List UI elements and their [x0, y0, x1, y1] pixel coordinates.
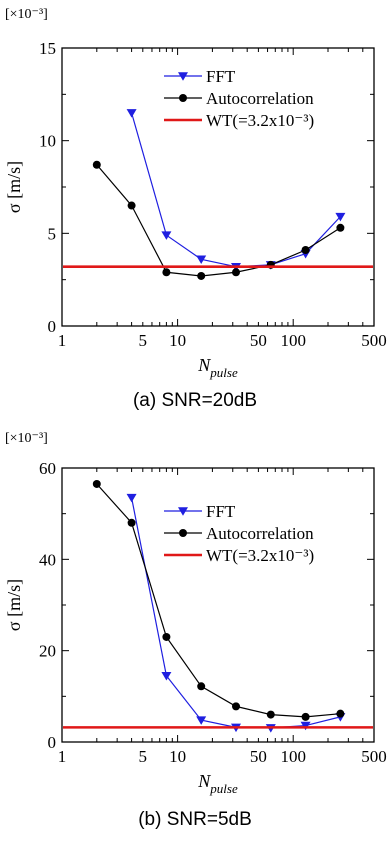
x-tick-label: 10 — [169, 747, 186, 766]
y-tick-label: 15 — [39, 39, 56, 58]
data-point — [300, 721, 311, 731]
data-point — [162, 268, 171, 277]
y-tick-label: 5 — [48, 224, 57, 243]
data-point — [161, 672, 172, 681]
multiplier-label: [×10⁻³] — [5, 7, 48, 22]
x-axis-label: Npulse — [197, 355, 238, 380]
data-point — [127, 518, 136, 527]
x-axis-label: Npulse — [197, 771, 238, 796]
multiplier-label: [×10⁻³] — [5, 431, 48, 446]
data-point — [301, 712, 310, 721]
y-tick-label: 20 — [39, 642, 56, 661]
y-tick-label: 40 — [39, 550, 56, 569]
y-axis-label: σ [m/s] — [4, 579, 24, 631]
data-point — [231, 268, 240, 277]
legend-marker — [178, 507, 188, 516]
data-point — [162, 632, 171, 641]
data-point — [335, 212, 346, 222]
data-point — [126, 493, 137, 503]
chart-panel-b: [×10⁻³] 0 20 40 60 1 5 10 50 100 500 σ [m/s] Npulse (… — [4, 431, 387, 830]
data-point — [161, 231, 172, 240]
y-tick-label: 0 — [48, 733, 57, 752]
x-tick-label: 10 — [169, 331, 186, 350]
data-point — [336, 223, 345, 232]
data-point — [197, 682, 206, 691]
legend-marker — [178, 72, 188, 81]
series-line — [96, 164, 341, 277]
y-tick-label: 60 — [39, 459, 56, 478]
x-tick-label: 500 — [361, 747, 387, 766]
data-point — [301, 246, 310, 255]
data-point — [266, 710, 275, 719]
legend: FFT Autocorrelation WT(=3.2x10⁻³) — [164, 502, 314, 565]
x-tick-label: 1 — [58, 331, 67, 350]
x-tick-label: 500 — [361, 331, 387, 350]
data-point — [197, 271, 206, 280]
series-line — [131, 112, 341, 268]
legend-label: WT(=3.2x10⁻³) — [206, 111, 314, 130]
x-tick-label: 5 — [139, 331, 148, 350]
x-tick-label: 100 — [280, 747, 306, 766]
data-point — [196, 255, 207, 265]
series-line — [96, 483, 341, 718]
legend: FFT Autocorrelation WT(=3.2x10⁻³) — [164, 67, 314, 130]
data-point — [92, 479, 101, 488]
chart-caption: (b) SNR=5dB — [138, 809, 252, 830]
x-tick-label: 1 — [58, 747, 67, 766]
x-tick-label: 50 — [250, 747, 267, 766]
x-tick-label: 5 — [139, 747, 148, 766]
legend-marker — [179, 94, 187, 102]
legend-label: Autocorrelation — [206, 524, 314, 543]
y-tick-label: 10 — [39, 132, 56, 151]
chart-caption: (a) SNR=20dB — [133, 390, 257, 411]
legend-label: Autocorrelation — [206, 89, 314, 108]
x-tick-label: 50 — [250, 331, 267, 350]
data-point — [126, 109, 137, 118]
data-point — [336, 709, 345, 718]
data-point — [196, 716, 207, 725]
legend-label: FFT — [206, 502, 236, 521]
series-fft — [126, 109, 346, 272]
series-autocorrelation — [92, 160, 345, 280]
data-point — [231, 702, 240, 711]
legend-marker — [179, 529, 187, 537]
legend-label: FFT — [206, 67, 236, 86]
legend-label: WT(=3.2x10⁻³) — [206, 546, 314, 565]
data-point — [127, 201, 136, 210]
y-tick-label: 0 — [48, 317, 57, 336]
x-tick-label: 100 — [280, 331, 306, 350]
data-point — [92, 160, 101, 169]
y-axis-label: σ [m/s] — [4, 161, 24, 213]
series-autocorrelation — [92, 479, 345, 721]
